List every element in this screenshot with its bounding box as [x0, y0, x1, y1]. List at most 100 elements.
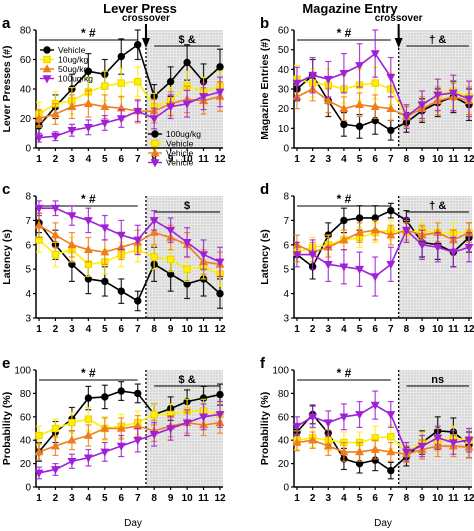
- data-point: [51, 204, 60, 214]
- data-point: [100, 224, 110, 233]
- x-tick-label: 3: [69, 154, 75, 165]
- x-tick-label: 12: [463, 154, 474, 165]
- x-tick-label: 1: [294, 324, 300, 335]
- y-axis-label: Latency (s): [259, 229, 271, 284]
- legend-marker: [43, 46, 51, 54]
- x-tick-label: 12: [214, 154, 226, 165]
- x-tick-label: 6: [372, 324, 378, 335]
- data-point: [370, 444, 380, 453]
- shaded-crossover-region: [398, 196, 472, 318]
- data-point: [433, 243, 443, 253]
- y-tick-label: 40: [20, 436, 32, 447]
- x-tick-label: 3: [325, 493, 331, 504]
- data-point: [402, 448, 411, 457]
- y-tick-label: 80: [20, 26, 32, 37]
- y-tick-label: 40: [278, 65, 290, 76]
- data-point: [215, 258, 225, 267]
- series-3: [34, 400, 225, 480]
- x-tick-label: 6: [372, 154, 378, 165]
- data-point: [116, 115, 126, 124]
- data-point: [34, 134, 44, 143]
- x-axis-label-right: Day: [374, 518, 392, 529]
- y-tick-label: 5: [25, 265, 31, 276]
- data-point: [34, 220, 44, 229]
- x-tick-label: 11: [198, 154, 209, 165]
- y-tick-label: 0: [25, 483, 31, 494]
- y-axis-label: Probability (%): [1, 392, 13, 466]
- data-point: [51, 230, 60, 239]
- y-tick-label: 80: [20, 389, 32, 400]
- data-point: [464, 95, 474, 104]
- data-point: [116, 442, 126, 451]
- data-point: [355, 227, 364, 236]
- series-3: [292, 29, 474, 129]
- y-tick-label: 7: [25, 216, 31, 227]
- data-point: [355, 214, 364, 222]
- data-point: [339, 69, 349, 79]
- data-point: [51, 250, 60, 259]
- legend-marker: [151, 130, 159, 138]
- y-tick-label: 20: [278, 104, 290, 115]
- legend-label: Vehicle: [166, 158, 194, 168]
- x-tick-label: 2: [310, 493, 316, 504]
- y-tick-label: 60: [20, 412, 32, 423]
- x-tick-label: 6: [372, 493, 378, 504]
- data-point: [84, 394, 93, 402]
- x-tick-label: 6: [118, 154, 124, 165]
- data-point: [51, 441, 60, 450]
- x-tick-label: 3: [69, 493, 75, 504]
- data-point: [199, 93, 208, 102]
- y-tick-label: 60: [278, 26, 290, 37]
- x-tick-label: 8: [404, 493, 410, 504]
- data-point: [150, 253, 158, 261]
- x-tick-label: 1: [36, 154, 42, 165]
- x-tick-label: 10: [182, 493, 194, 504]
- x-tick-label: 12: [463, 493, 474, 504]
- column-title-magazine-entry: Magazine Entry: [302, 1, 398, 16]
- data-point: [417, 101, 427, 110]
- data-point: [386, 73, 396, 83]
- data-point: [34, 204, 44, 214]
- x-tick-label: 2: [310, 324, 316, 335]
- data-point: [67, 457, 77, 467]
- y-tick-label: 4: [283, 289, 289, 300]
- data-point: [67, 239, 77, 249]
- data-point: [100, 448, 110, 457]
- data-point: [67, 127, 77, 136]
- x-tick-label: 7: [135, 493, 141, 504]
- x-tick-label: 11: [198, 493, 209, 504]
- legend-label: 10ug/kg: [58, 55, 89, 65]
- x-tick-label: 10: [432, 493, 444, 504]
- x-tick-label: 4: [341, 154, 347, 165]
- data-point: [134, 389, 142, 398]
- legend-label: Vehicle: [166, 139, 194, 149]
- x-tick-label: 4: [86, 493, 92, 504]
- data-point: [133, 236, 143, 245]
- data-point: [51, 466, 60, 475]
- x-tick-label: 3: [325, 324, 331, 335]
- legend-label: Vehicle: [166, 148, 194, 158]
- x-tick-label: 12: [214, 493, 226, 504]
- crossover-arrow-head: [394, 38, 403, 48]
- data-point: [323, 441, 333, 450]
- data-point: [117, 79, 125, 87]
- data-point: [149, 227, 159, 236]
- x-tick-label: 3: [69, 324, 75, 335]
- data-point: [67, 212, 77, 221]
- y-tick-label: 20: [20, 459, 32, 470]
- y-tick-label: 0: [283, 144, 289, 155]
- data-point: [292, 422, 302, 432]
- column-title-lever-press: Lever Press: [103, 1, 177, 16]
- data-point: [308, 413, 318, 422]
- data-point: [83, 217, 93, 226]
- x-tick-label: 10: [432, 154, 444, 165]
- legend-marker: [150, 159, 160, 168]
- y-tick-label: 6: [25, 240, 31, 251]
- x-tick-label: 9: [168, 324, 174, 335]
- data-point: [386, 411, 396, 420]
- significance-annotation-right: $ &: [179, 374, 196, 386]
- x-tick-label: 1: [294, 154, 300, 165]
- data-point: [182, 100, 192, 109]
- data-point: [51, 132, 60, 142]
